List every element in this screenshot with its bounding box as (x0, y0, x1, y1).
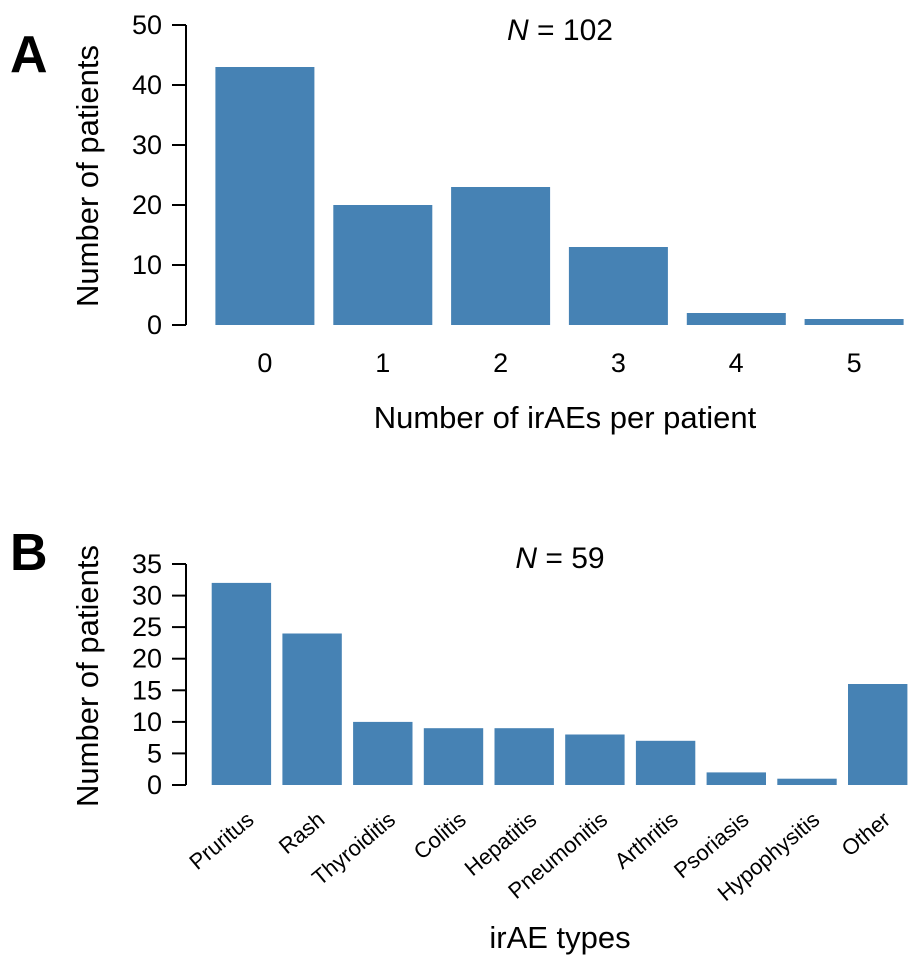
panel-a-y-tick-label: 10 (132, 250, 162, 280)
panel-b-bar-colitis (423, 728, 484, 785)
panel-a-letter: A (10, 26, 48, 84)
panel-b-bar-hepatitis (494, 728, 554, 785)
panel-a-x-tick-label: 3 (611, 348, 626, 378)
panel-a-y-axis-title: Number of patients (70, 45, 105, 307)
panel-b-x-tick-label: Colitis (409, 807, 471, 865)
panel-b-y-tick-label: 30 (132, 581, 162, 611)
panel-b-bar-pneumonitis (565, 734, 625, 785)
panel-a-y-tick-label: 50 (132, 10, 162, 40)
panel-b-sample-size: N = 59 (515, 542, 604, 575)
panel-b-y-tick-label: 25 (132, 612, 162, 642)
panel-a-x-tick-label: 5 (847, 348, 862, 378)
panel-b-y-axis-title: Number of patients (70, 545, 105, 807)
panel-b-y-tick-label: 0 (147, 770, 162, 800)
panel-a-sample-size: N = 102 (507, 14, 613, 47)
panel-b-x-tick-label: Rash (274, 807, 329, 859)
panel-b-bar-psoriasis (706, 772, 766, 785)
panel-a-bar-3 (568, 247, 668, 325)
panel-a-y-tick-label: 0 (147, 310, 162, 340)
panel-a-y-tick-label: 20 (132, 190, 162, 220)
panel-a-y-tick-label: 40 (132, 70, 162, 100)
panel-a-bars (215, 67, 904, 325)
panel-a-x-tick-label: 4 (729, 348, 744, 378)
panel-a-bar-1 (333, 205, 433, 325)
panel-a-bar-5 (804, 319, 904, 325)
panel-b-x-tick-label: Other (837, 807, 895, 862)
panel-a-x-tick-label: 1 (375, 348, 390, 378)
panel-b-y-tick-label: 5 (147, 738, 162, 768)
panel-b-bars (211, 582, 908, 785)
panel-a-sample-size-value: = 102 (529, 14, 613, 47)
panel-a-y-axis: 0 10 20 30 40 50 (132, 10, 187, 340)
panel-a-bar-4 (686, 313, 786, 325)
panel-b-x-tick-label: Pruritus (184, 807, 258, 875)
panel-a-x-tick-label: 2 (493, 348, 508, 378)
panel-a-x-tick-label: 0 (257, 348, 272, 378)
panel-a-bar-0 (215, 67, 315, 325)
panel-b-bar-pruritus (211, 582, 272, 785)
panel-b-y-tick-label: 15 (132, 675, 162, 705)
panel-a-y-tick-label: 30 (132, 130, 162, 160)
panel-a-x-tick-labels: 0 1 2 3 4 5 (257, 348, 861, 378)
panel-b-y-tick-label: 10 (132, 707, 162, 737)
panel-b-letter: B (10, 524, 48, 582)
panel-a-chart: A N = 102 0 10 20 30 40 50 0 1 2 3 4 5 Number of i… (10, 10, 904, 435)
panel-a-x-axis-title: Number of irAEs per patient (374, 400, 757, 435)
panel-a-sample-size-symbol: N (507, 14, 529, 47)
panel-a-bar-2 (451, 187, 551, 325)
panel-b-bar-arthritis (635, 740, 696, 785)
panel-b-sample-size-value: = 59 (537, 542, 605, 575)
panel-b-y-tick-label: 35 (132, 549, 162, 579)
panel-b-bar-thyroiditis (353, 721, 413, 785)
panel-b-bar-other (848, 684, 908, 785)
panel-b-y-tick-label: 20 (132, 644, 162, 674)
panel-b-bar-hypophysitis (777, 778, 837, 785)
panel-b-bar-rash (282, 633, 342, 785)
panel-b-sample-size-symbol: N (515, 542, 537, 575)
panel-b-x-axis-title: irAE types (489, 920, 630, 955)
